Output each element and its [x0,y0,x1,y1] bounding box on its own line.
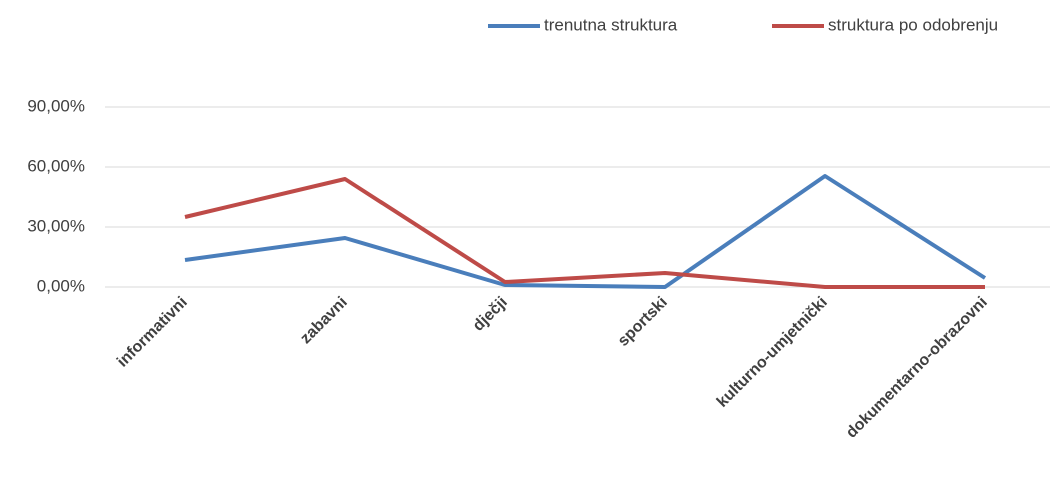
x-tick-label: zabavni [297,294,351,348]
x-tick-label: dječji [470,294,511,335]
series-line [184,174,987,289]
legend-label: trenutna struktura [544,15,678,34]
y-tick-label: 90,00% [27,96,85,115]
y-tick-label: 0,00% [37,276,85,295]
x-tick-label: kulturno-umjetnički [714,294,831,411]
legend-label: struktura po odobrenju [828,15,998,34]
x-tick-label: sportski [615,294,671,350]
y-tick-label: 60,00% [27,156,85,175]
series-line [184,177,985,289]
y-tick-label: 30,00% [27,216,85,235]
x-tick-label: informativni [114,294,191,371]
x-tick-label: dokumentarno-obrazovni [843,294,991,442]
